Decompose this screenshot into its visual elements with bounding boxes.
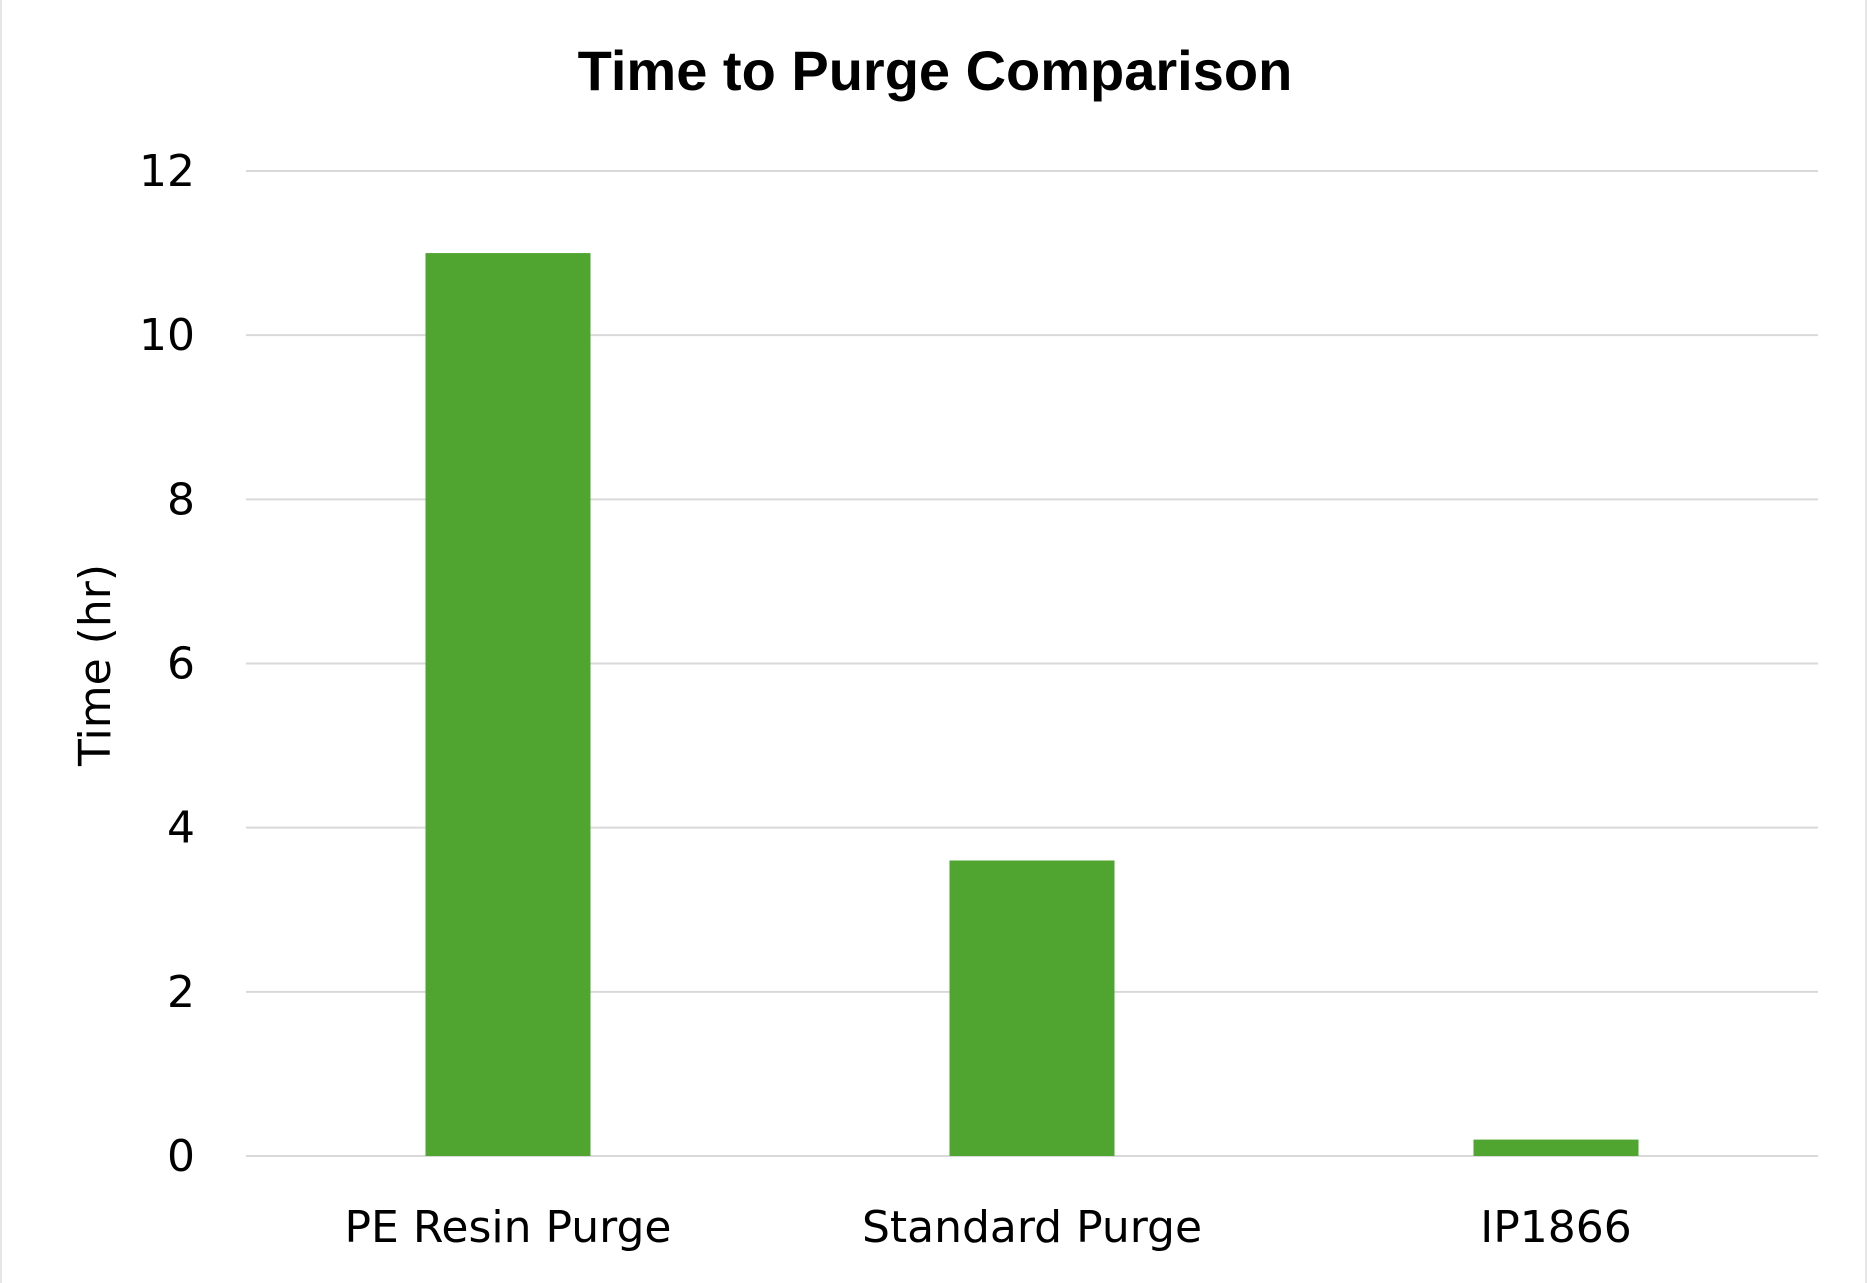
chart-title: Time to Purge Comparison (578, 39, 1293, 102)
bar-ip1866 (1473, 1139, 1639, 1156)
y-tick-label: 10 (139, 310, 195, 361)
y-tick-label: 12 (139, 146, 195, 197)
bars (425, 253, 1639, 1157)
bar-pe-resin-purge (425, 253, 591, 1157)
y-axis-ticks: 0 2 4 6 8 10 12 (139, 146, 195, 1182)
y-tick-label: 8 (167, 474, 195, 525)
x-category-label: PE Resin Purge (345, 1202, 672, 1253)
y-tick-label: 2 (167, 967, 195, 1018)
y-tick-label: 6 (167, 639, 195, 690)
y-tick-label: 4 (167, 803, 195, 854)
y-tick-label: 0 (167, 1131, 195, 1182)
x-category-label: IP1866 (1480, 1202, 1632, 1253)
y-axis-label: Time (hr) (70, 564, 121, 767)
x-category-label: Standard Purge (862, 1202, 1202, 1253)
bar-standard-purge (949, 860, 1115, 1156)
x-axis-categories: PE Resin Purge Standard Purge IP1866 (345, 1202, 1632, 1253)
